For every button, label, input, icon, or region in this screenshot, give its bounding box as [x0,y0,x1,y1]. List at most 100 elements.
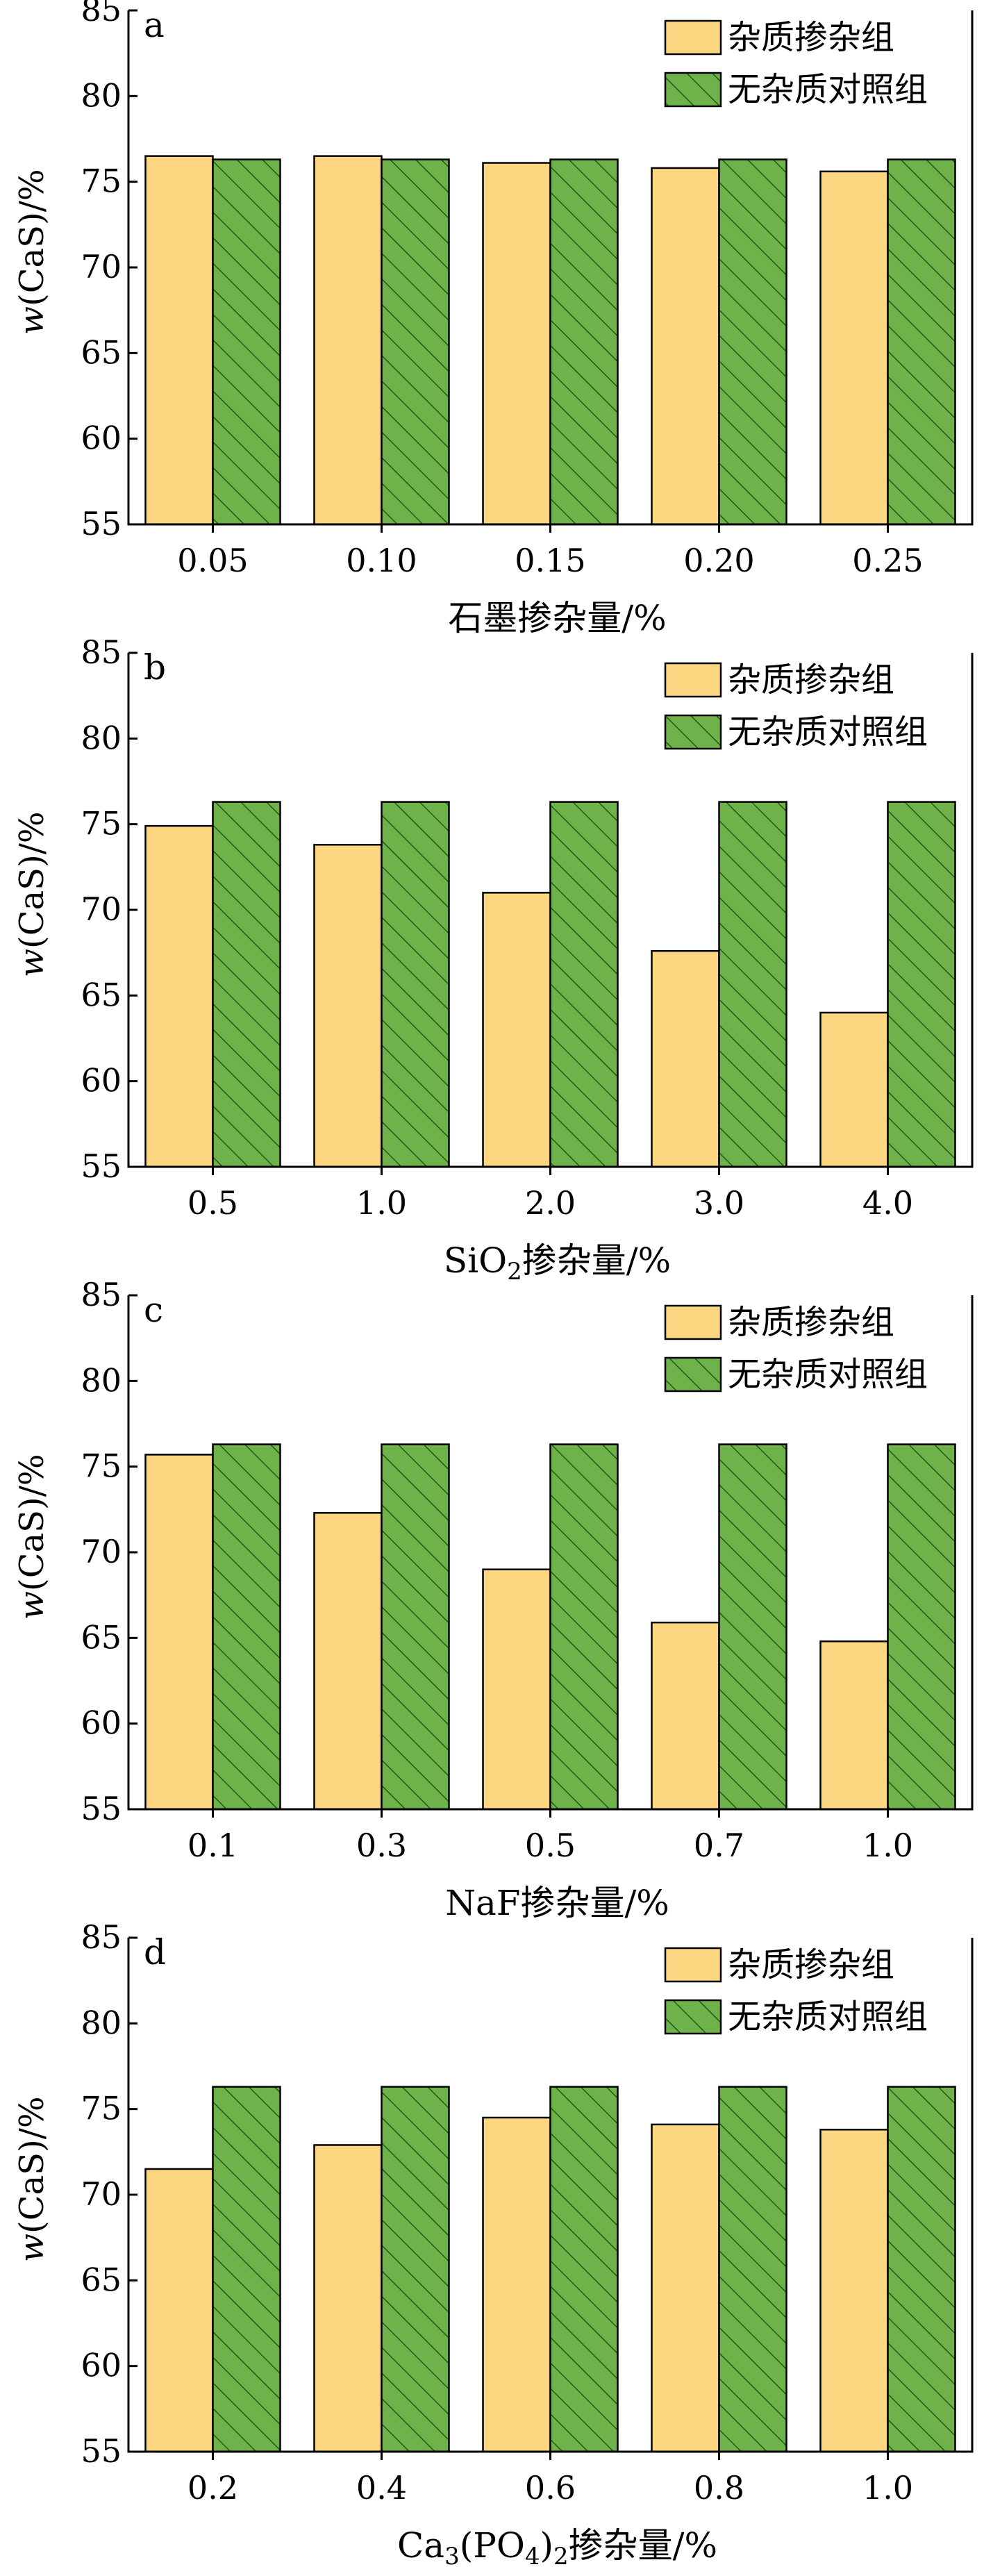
y-tick-label: 60 [81,1704,122,1742]
bar-doped-0.2 [144,2168,214,2453]
bar-control-0.8 [718,2086,787,2453]
legend-label-control: 无杂质对照组 [728,1355,928,1394]
panel-d: 0.2 0.4 0.6 0.8 1.0 55 60 65 70 75 80 85 d w(CaS)/% Ca… [12,1918,974,2570]
y-tick-label: 65 [81,2261,122,2298]
y-tick-label: 60 [81,2347,122,2384]
bar-doped-0.6 [482,2116,551,2453]
bar-doped-0.1 [144,1454,214,1811]
bar-control-0.05 [212,158,281,526]
y-tick-label: 60 [81,1062,122,1099]
y-tick-label: 55 [81,505,122,542]
bar-control-0.7 [718,1443,787,1811]
y-tick-label: 75 [81,1447,122,1485]
y-tick-label: 80 [81,76,122,114]
bar-control-0.25 [887,158,956,526]
y-axis-label: w(CaS)/% [12,812,51,978]
bar-doped-4.0 [819,1011,889,1168]
panel-letter: a [144,5,165,45]
bar-doped-0.25 [819,170,889,526]
x-tick-label: 0.8 [694,2469,744,2507]
x-tick-label: 0.5 [525,1827,576,1864]
panel-c: 0.1 0.3 0.5 0.7 1.0 55 60 65 70 75 80 85 c w(CaS)/% Na… [12,1276,974,1923]
bar-doped-1.0 [313,844,383,1168]
bar-control-0.1 [212,1443,281,1811]
bar-doped-0.8 [651,2123,720,2453]
bar-control-0.2 [212,2086,281,2453]
bar-control-0.3 [381,1443,450,1811]
y-axis-label: w(CaS)/% [12,1454,51,1620]
legend-swatch-doped [664,1304,722,1340]
y-tick-label: 70 [81,890,122,928]
bar-control-1.0 [381,801,450,1168]
bar-control-0.4 [381,2086,450,2453]
legend-label-control: 无杂质对照组 [728,713,928,751]
bar-control-4.0 [887,801,956,1168]
bar-doped-0.3 [313,1512,383,1811]
legend-swatch-doped [664,1947,722,1983]
x-tick-label: 2.0 [525,1184,576,1222]
x-tick-label: 1.0 [862,1827,913,1864]
y-tick-label: 55 [81,1147,122,1185]
y-tick-label: 75 [81,2090,122,2127]
y-tick-label: 80 [81,719,122,756]
x-tick-label: 0.4 [356,2469,407,2507]
panel-b: 0.5 1.0 2.0 3.0 4.0 55 60 65 70 75 80 85 b w(CaS)/% Si… [12,633,974,1286]
y-tick-label: 70 [81,248,122,285]
x-tick-label: 0.20 [683,542,754,579]
x-tick-label: 0.5 [187,1184,238,1222]
x-tick-label: 3.0 [694,1184,744,1222]
bar-control-0.6 [549,2086,619,2453]
bar-control-1.0 [887,2086,956,2453]
panel-letter: c [144,1290,163,1330]
bar-control-0.15 [549,158,619,526]
y-tick-label: 55 [81,2432,122,2470]
x-tick-label: 1.0 [862,2469,913,2507]
legend-label-doped: 杂质掺杂组 [728,18,894,57]
y-tick-label: 80 [81,1361,122,1399]
legend-swatch-control [664,1356,722,1393]
y-tick-label: 70 [81,1533,122,1570]
x-tick-label: 0.6 [525,2469,576,2507]
y-tick-label: 70 [81,2175,122,2213]
x-axis-label: 石墨掺杂量/% [448,598,666,638]
x-axis-label: Ca3(PO4)2掺杂量/% [397,2525,717,2570]
x-axis-label: SiO2掺杂量/% [444,1240,671,1286]
y-tick-label: 75 [81,805,122,842]
bar-doped-0.10 [313,155,383,526]
bar-control-0.5 [212,801,281,1168]
x-tick-label: 0.3 [356,1827,407,1864]
bar-doped-0.20 [651,167,720,526]
bar-doped-1.0 [819,1640,889,1811]
legend-swatch-control [664,714,722,750]
bar-doped-0.4 [313,2144,383,2453]
x-tick-label: 4.0 [862,1184,913,1222]
y-tick-label: 85 [81,1276,122,1313]
y-tick-label: 55 [81,1790,122,1827]
bar-doped-3.0 [651,949,720,1168]
panel-letter: b [144,647,166,688]
legend-label-doped: 杂质掺杂组 [728,1303,894,1342]
legend-swatch-control [664,1999,722,2035]
bar-control-0.10 [381,158,450,526]
x-tick-label: 0.7 [694,1827,744,1864]
panel-a: 0.05 0.10 0.15 0.20 0.25 55 60 65 70 75 80 85 a w(CaS… [12,0,974,638]
bar-doped-1.0 [819,2129,889,2453]
panel-letter: d [144,1932,166,1972]
x-axis-label: NaF掺杂量/% [445,1883,669,1923]
legend-label-doped: 杂质掺杂组 [728,660,894,699]
legend-label-control: 无杂质对照组 [728,70,928,109]
bar-doped-0.05 [144,155,214,526]
bar-control-0.20 [718,158,787,526]
y-tick-label: 80 [81,2004,122,2041]
legend-swatch-doped [664,662,722,698]
y-tick-label: 60 [81,419,122,457]
y-tick-label: 75 [81,163,122,200]
x-tick-label: 1.0 [356,1184,407,1222]
legend-label-doped: 杂质掺杂组 [728,1945,894,1984]
bar-doped-2.0 [482,892,551,1168]
y-tick-label: 85 [81,633,122,671]
